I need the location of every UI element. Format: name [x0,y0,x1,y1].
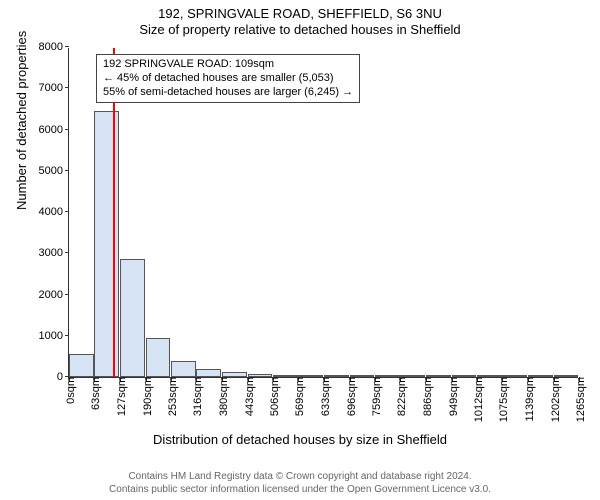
x-axis-label: Distribution of detached houses by size … [0,432,600,447]
x-tick-label: 63sqm [86,377,102,410]
x-tick-label: 1139sqm [520,377,536,421]
y-tick-label: 4000 [39,206,69,218]
x-tick-label: 822sqm [392,377,408,416]
histogram-bar [375,375,400,377]
annotation-line1: 192 SPRINGVALE ROAD: 109sqm [103,58,353,72]
histogram-bar [350,375,375,377]
x-tick-label: 633sqm [316,377,332,416]
histogram-bar [120,259,145,377]
x-tick-label: 127sqm [112,377,128,416]
x-tick-label: 569sqm [290,377,306,416]
y-tick-label: 5000 [39,165,69,177]
histogram-bar [426,375,451,377]
y-tick-label: 6000 [39,124,69,136]
histogram-bar [171,361,196,377]
histogram-bar [69,354,94,377]
y-tick-label: 1000 [39,330,69,342]
histogram-bar [324,375,349,377]
x-tick-label: 886sqm [418,377,434,416]
x-tick-label: 380sqm [214,377,230,416]
annotation-line3: 55% of semi-detached houses are larger (… [103,86,353,100]
annotation-box: 192 SPRINGVALE ROAD: 109sqm ← 45% of det… [96,54,360,103]
chart-title-line1: 192, SPRINGVALE ROAD, SHEFFIELD, S6 3NU [0,6,600,21]
x-tick-label: 0sqm [61,377,77,404]
histogram-bar [273,375,298,377]
histogram-bar [477,375,502,377]
histogram-bar [528,375,553,377]
footer-line1: Contains HM Land Registry data © Crown c… [0,471,600,484]
x-tick-label: 190sqm [138,377,154,416]
x-tick-label: 253sqm [163,377,179,416]
y-tick-label: 2000 [39,289,69,301]
x-tick-label: 759sqm [367,377,383,416]
histogram-bar [146,338,171,377]
histogram-bar [298,375,323,377]
histogram-bar [400,375,425,377]
x-tick-label: 316sqm [188,377,204,416]
plot-area: 0100020003000400050006000700080000sqm63s… [68,48,578,378]
histogram-bar [554,375,579,377]
x-tick-label: 1075sqm [494,377,510,422]
footer-credits: Contains HM Land Registry data © Crown c… [0,471,600,496]
x-tick-label: 443sqm [240,377,256,416]
histogram-bar [94,111,119,377]
y-tick-label: 8000 [39,41,69,53]
x-tick-label: 949sqm [444,377,460,416]
histogram-bar [502,375,527,377]
histogram-bar [196,369,221,377]
footer-line2: Contains public sector information licen… [0,484,600,497]
annotation-line2: ← 45% of detached houses are smaller (5,… [103,72,353,86]
histogram-bar [452,375,477,377]
y-tick-label: 3000 [39,247,69,259]
x-tick-label: 696sqm [342,377,358,416]
x-tick-label: 1012sqm [469,377,485,422]
histogram-bar [222,372,247,377]
y-axis-label: Number of detached properties [14,31,29,210]
x-tick-label: 506sqm [265,377,281,416]
x-tick-label: 1265sqm [571,377,587,422]
y-tick-label: 7000 [39,82,69,94]
histogram-bar [248,374,273,377]
x-tick-label: 1202sqm [546,377,562,422]
chart-title-line2: Size of property relative to detached ho… [0,22,600,37]
